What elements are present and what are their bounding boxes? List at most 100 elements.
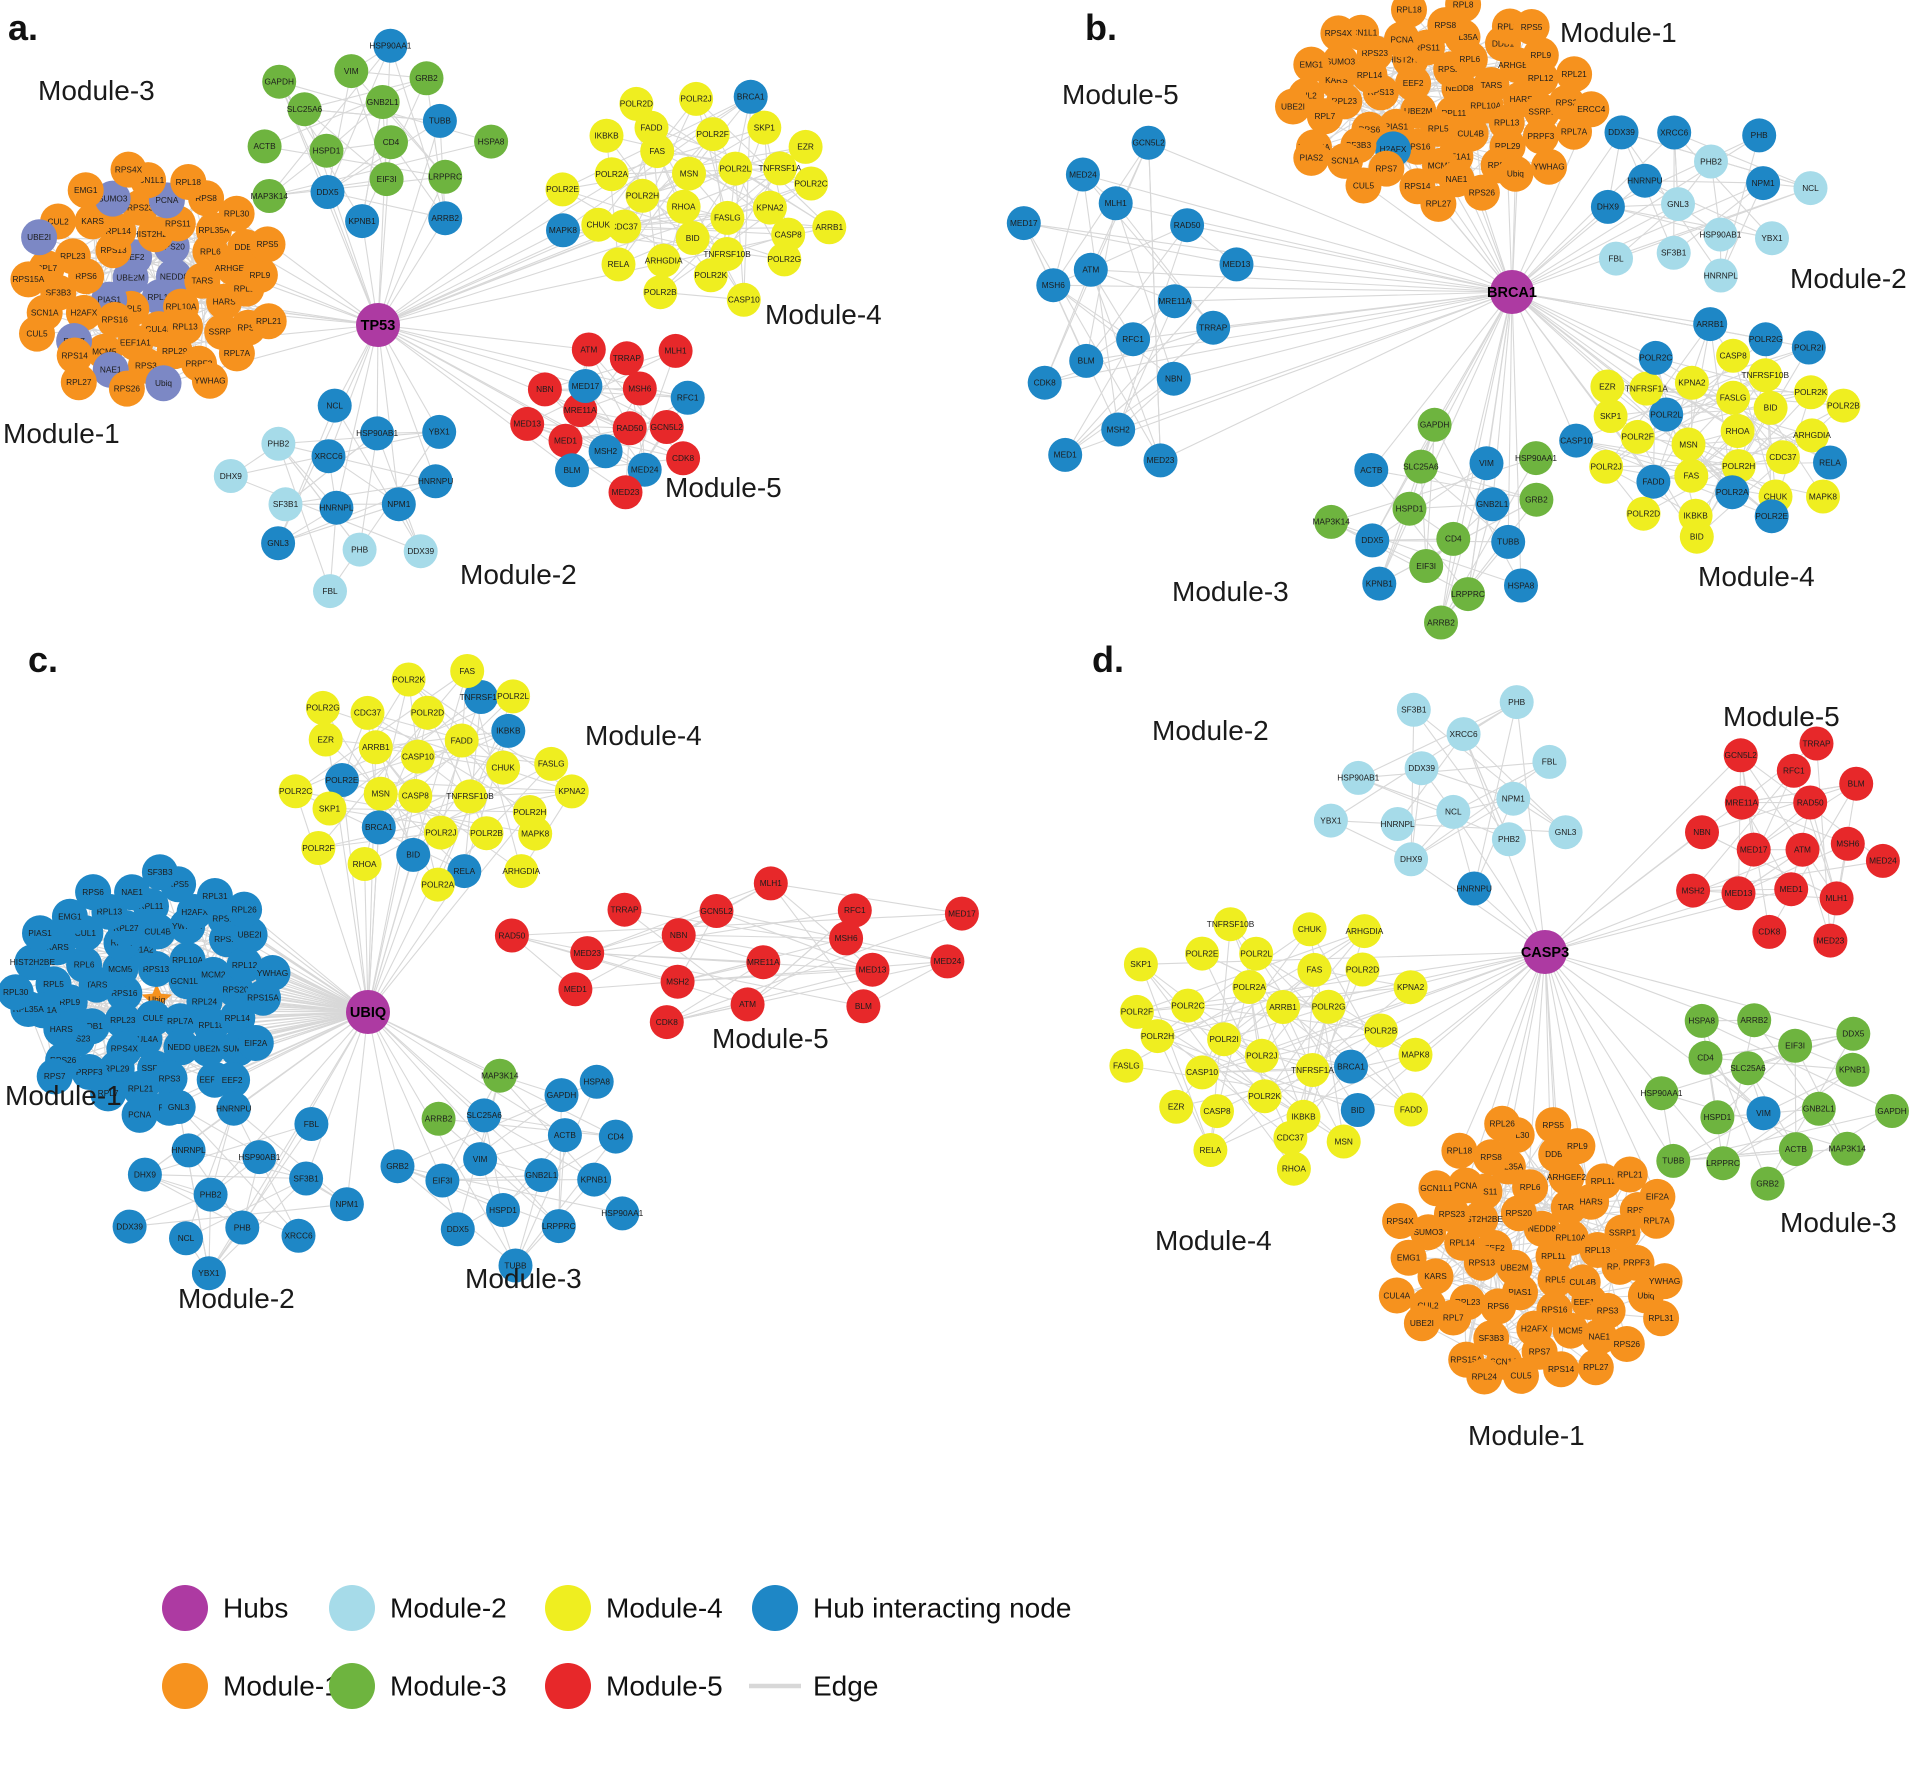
edge <box>1637 436 1783 458</box>
node-YBX1 <box>1755 221 1789 256</box>
node-POLR2J <box>679 81 714 116</box>
module-label-module-2: Module-2 <box>460 559 577 590</box>
edge <box>1607 134 1760 208</box>
node-CHUK <box>581 207 616 242</box>
edge <box>666 969 873 1023</box>
edge <box>558 1095 563 1227</box>
node-POLR2B <box>643 275 678 310</box>
node-BID <box>396 837 431 872</box>
node-BLM <box>1069 343 1104 378</box>
edge <box>1458 951 1546 1152</box>
node-HSP90AA1 <box>1519 441 1553 476</box>
node-MED13 <box>1721 876 1756 911</box>
node-TNFRSF10B <box>1748 358 1783 393</box>
node-GAPDH <box>1417 407 1452 442</box>
node-IKBKB <box>589 118 624 153</box>
node-BID <box>1753 390 1788 425</box>
edge <box>438 1118 560 1227</box>
edge <box>350 70 446 178</box>
node-POLR2I <box>1207 1022 1242 1057</box>
edge <box>1410 709 1415 860</box>
edge <box>1741 802 1848 845</box>
node-FADD <box>1394 1092 1428 1127</box>
node-MED24 <box>1065 157 1100 192</box>
node-KARS <box>1417 1258 1454 1295</box>
edge <box>688 173 812 185</box>
node-FASLG <box>1716 380 1751 415</box>
edge <box>1737 755 1742 894</box>
module-label-module-2: Module-2 <box>1790 263 1907 294</box>
edge <box>277 443 331 592</box>
node-CASP8 <box>1200 1094 1234 1129</box>
edge <box>1673 1110 1893 1162</box>
node-MED1 <box>548 423 583 458</box>
node-TUBB <box>498 1248 533 1283</box>
node-NPM1 <box>329 1187 364 1222</box>
node-EZR <box>308 722 343 757</box>
edge <box>377 324 400 505</box>
edge <box>1064 338 1134 456</box>
node-RPL7A <box>162 1003 199 1040</box>
node-HSPA8 <box>1504 568 1538 603</box>
node-PIAS1 <box>22 915 58 952</box>
hub-label-UBIQ: UBIQ <box>350 1005 386 1021</box>
node-ARRB2 <box>1737 1003 1772 1038</box>
node-HNRNPU <box>216 1091 251 1126</box>
node-RELA <box>447 854 482 889</box>
edge <box>1174 291 1513 302</box>
edge <box>1023 222 1237 265</box>
edge <box>377 324 437 482</box>
node-HSPA8 <box>579 1064 614 1099</box>
edge <box>367 1011 566 1136</box>
edge <box>304 108 387 180</box>
node-POLR2J <box>1244 1038 1279 1073</box>
node-RPL9 <box>1522 37 1559 74</box>
node-POLR2D <box>410 695 445 730</box>
node-HSP90AB1 <box>1703 217 1738 252</box>
node-RPS15A <box>10 261 47 298</box>
node-MLH1 <box>1098 186 1133 221</box>
node-TRRAP <box>1196 310 1231 345</box>
edge <box>144 1123 312 1176</box>
node-MAPK8 <box>518 816 553 851</box>
edge <box>322 707 369 1013</box>
node-TUBB <box>1491 524 1526 559</box>
node-CHUK <box>1292 912 1327 947</box>
node-MED1 <box>1774 872 1809 907</box>
legend-label: Module-4 <box>606 1593 723 1624</box>
edge <box>1148 142 1513 293</box>
node-RPS8 <box>1473 1139 1510 1176</box>
edge <box>1722 1020 1755 1164</box>
node-NEDD8 <box>163 1029 200 1066</box>
node-CD4 <box>1688 1040 1723 1075</box>
edge <box>295 791 369 1013</box>
edge <box>1753 1019 1848 1150</box>
edge <box>1673 1112 1764 1162</box>
node-POLR2H <box>625 178 660 213</box>
node-NBN <box>1685 815 1719 850</box>
node-CDK8 <box>1027 365 1062 400</box>
edge <box>1053 284 1513 293</box>
node-ARHGDIA <box>1795 418 1829 453</box>
node-EZR <box>788 129 823 164</box>
module-label-module-3: Module-3 <box>465 1263 582 1294</box>
node-ARHGDIA <box>504 854 539 889</box>
node-FBL <box>313 574 347 609</box>
node-DHX9 <box>127 1157 162 1192</box>
edge <box>1511 182 1764 293</box>
node-HNRNPU <box>1627 163 1662 198</box>
edge <box>1350 951 1546 1068</box>
edge <box>1420 466 1537 501</box>
edge <box>1463 733 1510 840</box>
node-SF3B1 <box>1396 692 1431 727</box>
edge <box>208 1123 312 1274</box>
node-HIST2H2BE <box>14 944 51 981</box>
node-MED24 <box>1865 843 1900 878</box>
node-RHOA <box>347 847 382 881</box>
legend-label: Module-2 <box>390 1593 507 1624</box>
node-CDC37 <box>1273 1120 1308 1155</box>
edge <box>659 183 812 293</box>
node-PIAS2 <box>1293 139 1330 176</box>
edge <box>327 324 379 457</box>
edge <box>1358 761 1550 779</box>
